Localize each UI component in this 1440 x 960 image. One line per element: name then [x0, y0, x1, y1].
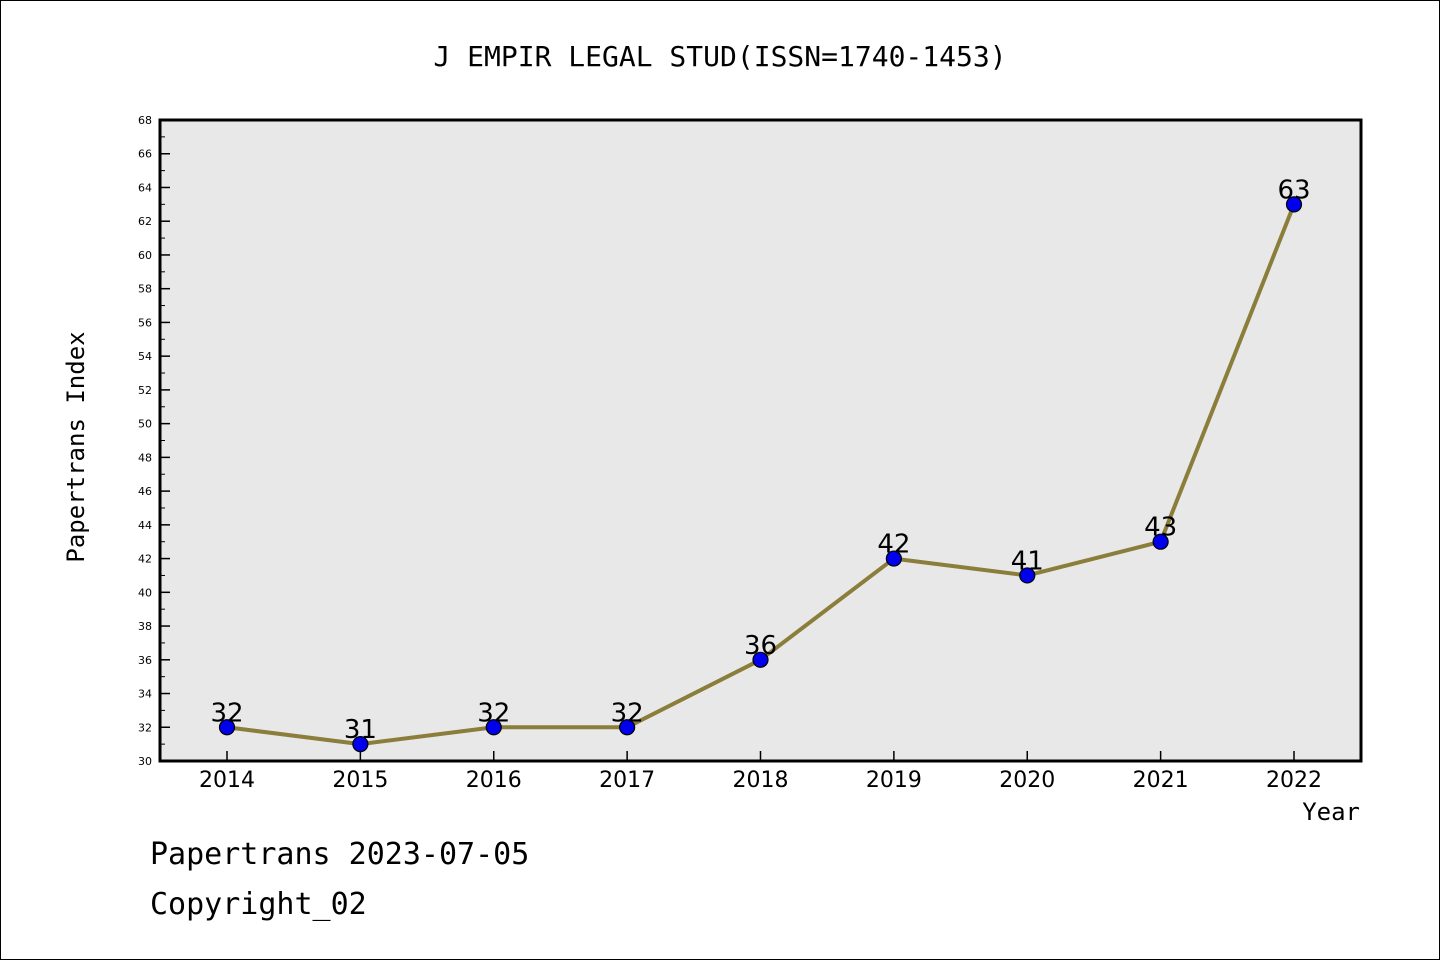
x-tick-label: 2014 [199, 768, 255, 793]
y-tick-label: 42 [138, 553, 152, 566]
x-tick-label: 2021 [1133, 768, 1189, 793]
y-tick-label: 62 [138, 215, 152, 228]
x-axis-ticks: 2014 2015 2016 2017 2018 2019 2020 2021 2022 [199, 751, 1322, 793]
y-tick-label: 56 [138, 316, 152, 329]
data-points [218, 196, 1303, 753]
data-point [1019, 567, 1036, 584]
data-label: 63 [1277, 175, 1310, 205]
y-tick-label: 68 [138, 114, 152, 127]
footer-copyright: Copyright_02 [150, 887, 367, 922]
y-tick-label: 44 [138, 519, 152, 532]
x-tick-label: 2020 [999, 768, 1055, 793]
y-tick-label: 66 [138, 148, 152, 161]
y-tick-label: 34 [138, 688, 152, 701]
y-tick-label: 36 [138, 654, 152, 667]
x-tick-label: 2018 [733, 768, 789, 793]
y-tick-label: 38 [138, 620, 152, 633]
data-point [885, 550, 902, 567]
y-tick-label: 60 [138, 249, 152, 262]
data-point [752, 651, 769, 668]
footer-date: Papertrans 2023-07-05 [150, 837, 529, 872]
data-point [1285, 196, 1303, 213]
data-label: 42 [877, 530, 910, 560]
data-point [619, 719, 636, 736]
y-tick-label: 50 [138, 418, 152, 431]
y-tick-label: 40 [138, 586, 152, 599]
y-tick-label: 48 [138, 451, 152, 464]
data-label: 31 [344, 715, 377, 745]
data-label: 41 [1011, 546, 1044, 576]
data-label: 32 [210, 698, 243, 728]
y-tick-label: 52 [138, 384, 152, 397]
y-tick-label: 64 [138, 181, 152, 194]
chart-title: J EMPIR LEGAL STUD(ISSN=1740-1453) [433, 40, 1006, 73]
x-tick-label: 2019 [866, 768, 922, 793]
y-tick-label: 46 [138, 485, 152, 498]
x-tick-label: 2016 [466, 768, 522, 793]
y-tick-label: 54 [138, 350, 152, 363]
data-label: 32 [477, 698, 510, 728]
y-tick-label: 58 [138, 283, 152, 296]
data-label: 32 [611, 698, 644, 728]
y-axis-label: Papertrans Index [62, 331, 90, 562]
x-tick-label: 2015 [332, 768, 388, 793]
y-tick-label: 32 [138, 721, 152, 734]
data-label: 43 [1144, 513, 1177, 543]
data-point [218, 719, 236, 736]
y-tick-label: 30 [138, 755, 152, 768]
x-axis-label: Year [1302, 798, 1360, 826]
data-labels: 32 31 32 32 36 42 41 43 63 [210, 175, 1310, 745]
data-point [352, 736, 369, 753]
x-tick-label: 2017 [599, 768, 655, 793]
data-label: 36 [744, 631, 777, 661]
data-point [485, 719, 502, 736]
y-axis-ticks: 30 32 34 36 38 40 42 44 46 48 50 52 54 56 58 60 62 64 66 68 [138, 114, 170, 768]
x-tick-label: 2022 [1266, 768, 1322, 793]
data-point [1152, 533, 1169, 550]
